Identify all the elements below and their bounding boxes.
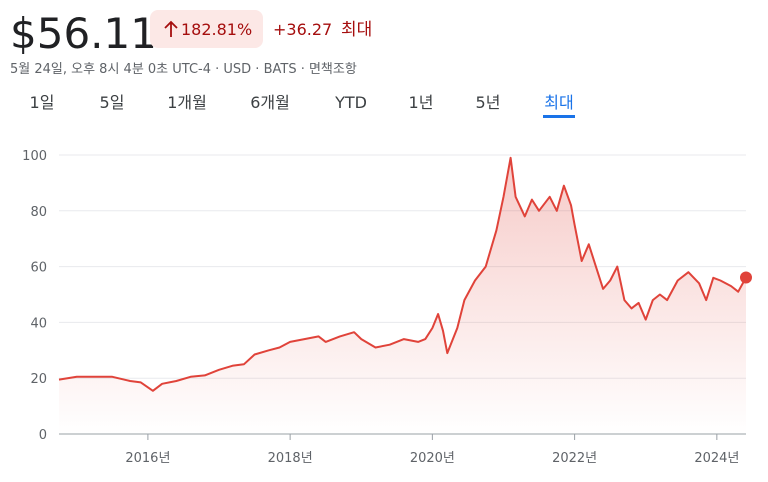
price: $56.11 — [10, 9, 157, 58]
price-line — [58, 156, 747, 392]
tab[interactable]: 최대 — [544, 93, 573, 112]
change-badge — [150, 10, 263, 48]
y-tick-label: 20 — [30, 372, 47, 387]
up-arrow — [164, 20, 178, 37]
tab[interactable]: 5년 — [476, 93, 501, 112]
y-tick-label: 80 — [30, 205, 47, 220]
x-tick-label: 2020년 — [410, 451, 455, 466]
change-percent: 182.81% — [181, 20, 252, 39]
last-point — [740, 271, 752, 284]
tab[interactable]: 6개월 — [250, 93, 290, 112]
tab[interactable]: YTD — [334, 93, 367, 112]
period: 최대 — [341, 20, 372, 40]
change: +36.27 — [273, 20, 332, 39]
tab-underline — [543, 115, 575, 118]
area-fill — [59, 157, 746, 435]
meta: 5월 24일, 오후 8시 4분 0초 UTC-4 · USD · BATS ·… — [10, 62, 357, 77]
tab[interactable]: 1개월 — [167, 93, 207, 112]
y-tick-label: 0 — [39, 428, 47, 443]
x-tick-label: 2024년 — [694, 451, 739, 466]
tab[interactable]: 5일 — [100, 93, 125, 112]
y-tick-label: 100 — [22, 149, 47, 164]
x-tick-label: 2022년 — [552, 451, 597, 466]
y-tick-label: 40 — [30, 316, 47, 331]
y-tick-label: 60 — [30, 261, 47, 276]
tab[interactable]: 1년 — [409, 93, 434, 112]
x-tick-label: 2016년 — [125, 451, 170, 466]
tab[interactable]: 1일 — [30, 93, 55, 112]
x-tick-label: 2018년 — [268, 451, 313, 466]
